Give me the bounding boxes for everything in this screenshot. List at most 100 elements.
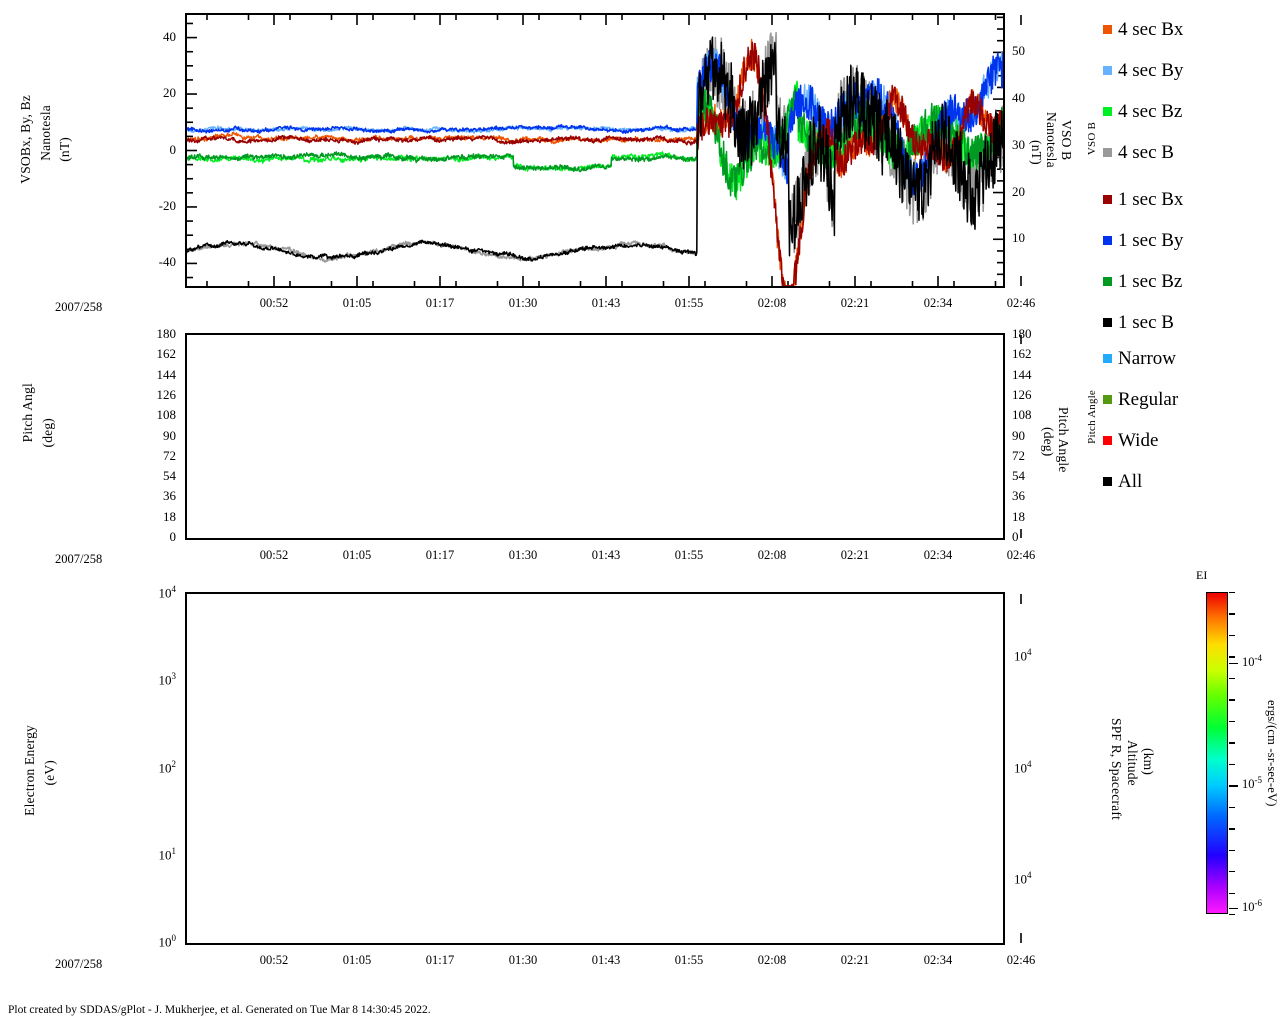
time-label: 01:05 <box>342 953 372 967</box>
panel1-ylabel-left-line2: Nanotesla <box>38 105 53 161</box>
legend-swatch-icon <box>1103 436 1112 445</box>
time-label: 02:46 <box>1006 548 1036 562</box>
panel2-ylabel-left-line2: (deg) <box>40 418 55 448</box>
panel2-left-tick-label: 72 <box>163 447 176 463</box>
time-label: 02:34 <box>923 548 953 562</box>
panel2-left-tick-label: 90 <box>163 427 176 443</box>
legend-swatch-icon <box>1103 66 1112 75</box>
time-label: 02:46 <box>1006 296 1036 310</box>
panel1-right-tick-label: 10 <box>1012 230 1025 246</box>
panel2-right-tick-label: 54 <box>1012 468 1025 484</box>
panel2-right-tick-label: 108 <box>1012 407 1032 423</box>
panel2-ylabel-left-line1: Pitch Angl <box>20 383 35 443</box>
colorbar-minor-tick <box>1229 828 1235 830</box>
panel2-left-tick-label: 180 <box>156 326 177 341</box>
time-label: 02:21 <box>840 548 870 562</box>
legend-group-label-pitch-angle: Pitch Angle <box>1086 390 1098 444</box>
panel1-left-tick-label: 40 <box>163 28 176 44</box>
colorbar-tick-label: 10-5 <box>1242 775 1262 792</box>
legend-label: 1 sec Bx <box>1118 189 1184 210</box>
time-label: 02:08 <box>757 953 787 967</box>
time-label: 02:34 <box>923 953 953 967</box>
panel1-left-tick-label: 0 <box>169 141 177 157</box>
panel3-ylabel-left-line1: Electron Energy <box>22 725 37 816</box>
legend-swatch-icon <box>1103 148 1112 157</box>
panel1-right-tick-label: 50 <box>1012 43 1025 59</box>
panel2-left-tick-label: 108 <box>156 407 177 423</box>
legend-item[interactable]: All <box>1103 472 1142 491</box>
panel1-left-tick-label: -40 <box>158 254 176 270</box>
time-label: 02:21 <box>840 953 870 967</box>
panel2-left-tick-label: 54 <box>163 468 176 484</box>
panel2-ylabel-right-line1: Pitch Angle <box>1056 407 1071 473</box>
panel2-ylabel-right-line2: (deg) <box>1041 427 1056 457</box>
time-label: 01:55 <box>674 548 704 562</box>
panel3-ylabel-right-line1: SPF R, Spacecraft <box>1109 718 1124 821</box>
panel-pitch-angle-frame <box>185 333 1005 540</box>
panel-spectrogram-frame <box>185 592 1005 945</box>
panel2-left-tick-label: 0 <box>169 529 177 544</box>
colorbar-gradient <box>1206 592 1228 914</box>
panel2-right-tick-label: 36 <box>1012 488 1025 504</box>
panel3-left-tick-label: 101 <box>158 845 177 863</box>
panel1-ylabel-left-line3: (nT) <box>57 137 72 162</box>
panel1-ylabel-right-line2: Nanotesla <box>1044 112 1059 168</box>
colorbar-tick-label: 10-6 <box>1242 897 1262 914</box>
panel1-left-tick-label: -20 <box>158 197 176 213</box>
time-label: 00:52 <box>259 548 289 562</box>
panel3-ylabel-right-line2: Altitude <box>1125 740 1140 786</box>
panel2-right-tick-label: 126 <box>1012 386 1032 402</box>
colorbar-tick-mark <box>1229 662 1238 665</box>
panel3-left-tick-label: 102 <box>158 758 177 775</box>
time-label: 02:08 <box>757 296 787 310</box>
legend-item[interactable]: 4 sec Bz <box>1103 102 1182 121</box>
panel2-right-tick-label: 90 <box>1012 427 1025 443</box>
colorbar-minor-tick <box>1229 763 1235 766</box>
legend-swatch-icon <box>1103 236 1112 245</box>
panel3-left-tick-label: 100 <box>158 933 177 950</box>
legend-item[interactable]: 4 sec Bx <box>1103 20 1183 39</box>
colorbar-minor-tick <box>1229 699 1235 701</box>
legend-item[interactable]: Narrow <box>1103 349 1176 368</box>
legend-item[interactable]: 1 sec Bx <box>1103 190 1183 209</box>
legend-item[interactable]: 1 sec Bz <box>1103 272 1182 291</box>
panel1-ylabel-left-line1: VSOBx, By, Bz <box>18 95 33 184</box>
time-label: 01:17 <box>425 953 455 967</box>
legend-group-label-vso-b: VSO B <box>1086 122 1098 156</box>
colorbar-tick-mark <box>1229 907 1238 910</box>
panel2-left-tick-label: 144 <box>156 366 177 382</box>
footer-credit: Plot created by SDDAS/gPlot - J. Mukherj… <box>8 1004 431 1016</box>
legend-item[interactable]: 1 sec B <box>1103 313 1174 332</box>
time-label: 01:17 <box>425 548 455 562</box>
time-label: 00:52 <box>259 296 289 310</box>
panel1-right-tick-label: 20 <box>1012 183 1025 199</box>
date-label-panel2: 2007/258 <box>55 552 103 566</box>
colorbar-minor-tick <box>1229 592 1235 594</box>
panel1-left-tick-label: 20 <box>163 85 176 101</box>
time-label: 01:43 <box>591 548 621 562</box>
panel-magnetic-field-frame <box>185 13 1005 288</box>
legend-item[interactable]: 1 sec By <box>1103 231 1183 250</box>
time-label: 01:55 <box>674 953 704 967</box>
colorbar-minor-tick <box>1229 849 1235 851</box>
panel3-right-tick-label: 104 <box>1014 758 1032 775</box>
time-label: 01:43 <box>591 953 621 967</box>
legend-swatch-icon <box>1103 395 1112 404</box>
legend-label: 4 sec Bz <box>1118 101 1183 122</box>
panel3-left-tick-label: 104 <box>158 584 177 601</box>
legend-item[interactable]: Wide <box>1103 431 1158 450</box>
colorbar-minor-tick <box>1229 871 1235 873</box>
legend-swatch-icon <box>1103 195 1112 204</box>
panel2-right-tick-label: 162 <box>1012 346 1032 362</box>
time-label: 01:43 <box>591 296 621 310</box>
legend-label: 1 sec Bz <box>1118 271 1183 292</box>
panel1-ylabel-right-line1: VSO B <box>1059 120 1074 161</box>
legend-item[interactable]: 4 sec By <box>1103 61 1183 80</box>
legend-item[interactable]: Regular <box>1103 390 1178 409</box>
panel2-left-tick-label: 36 <box>163 488 176 504</box>
panel3-ylabel-left-line2: (eV) <box>42 760 57 786</box>
panel1-right-tick-label: 30 <box>1012 136 1025 152</box>
legend-label: Narrow <box>1118 348 1177 369</box>
legend-item[interactable]: 4 sec B <box>1103 143 1174 162</box>
panel2-right-tick-label: 72 <box>1012 447 1025 463</box>
